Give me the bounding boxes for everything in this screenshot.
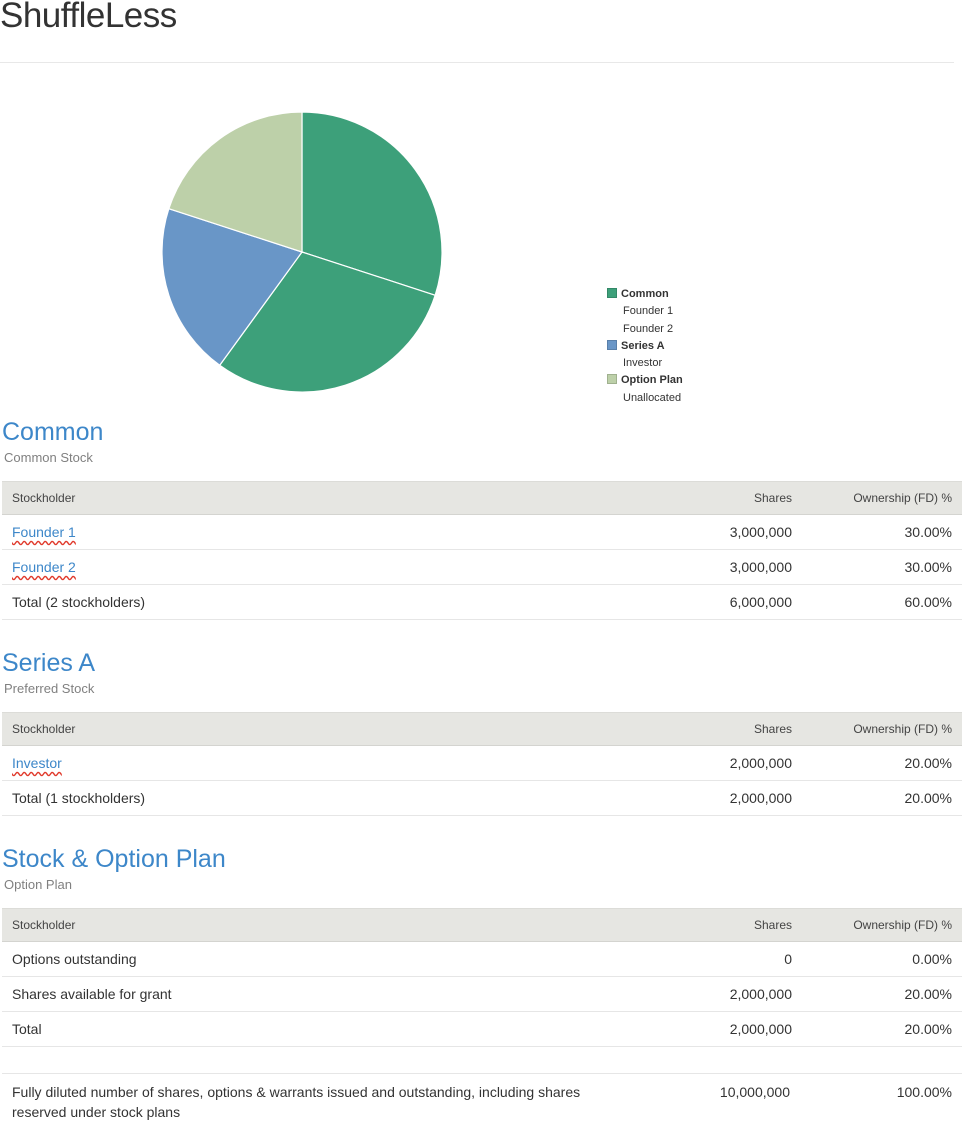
- total-ownership: 20.00%: [802, 780, 962, 816]
- fully-diluted-summary: Fully diluted number of shares, options …: [2, 1073, 962, 1120]
- row-label: Options outstanding: [2, 941, 642, 977]
- series-a-table: Stockholder Shares Ownership (FD) % Inve…: [2, 712, 962, 816]
- chart-legend: Common Founder 1 Founder 2 Series A Investor…: [607, 286, 683, 407]
- total-label: Total (2 stockholders): [2, 584, 642, 620]
- legend-group-common: Common: [607, 286, 683, 303]
- section-title-series-a: Series A: [2, 649, 96, 677]
- column-header-ownership: Ownership (FD) %: [802, 481, 962, 515]
- total-shares: 2,000,000: [642, 1011, 802, 1047]
- column-header-stockholder: Stockholder: [2, 481, 642, 515]
- pie-slice-investor: [161, 207, 303, 367]
- total-ownership: 20.00%: [802, 1011, 962, 1047]
- shares-cell: 2,000,000: [642, 976, 802, 1012]
- stockholder-link-founder-2[interactable]: Founder 2: [12, 559, 76, 575]
- common-table: Stockholder Shares Ownership (FD) % Foun…: [2, 481, 962, 620]
- row-label: Shares available for grant: [2, 976, 642, 1012]
- shares-cell: 0: [642, 941, 802, 977]
- table-row: Founder 1 3,000,000 30.00%: [2, 514, 962, 550]
- total-shares: 6,000,000: [642, 584, 802, 620]
- table-row: Shares available for grant 2,000,000 20.…: [2, 976, 962, 1012]
- legend-group-option-plan: Option Plan: [607, 372, 683, 389]
- stockholder-link-investor[interactable]: Investor: [12, 755, 62, 771]
- table-row: Founder 2 3,000,000 30.00%: [2, 549, 962, 585]
- total-label: Total: [2, 1011, 642, 1047]
- table-total-row: Total (1 stockholders) 2,000,000 20.00%: [2, 780, 962, 816]
- legend-swatch: [607, 288, 617, 298]
- table-row: Options outstanding 0 0.00%: [2, 941, 962, 977]
- column-header-ownership: Ownership (FD) %: [802, 712, 962, 746]
- legend-label: Series A: [621, 339, 665, 352]
- pie-slice-founder-1: [301, 111, 443, 297]
- legend-item-investor: Investor: [623, 357, 663, 370]
- legend-swatch: [607, 374, 617, 385]
- ownership-cell: 30.00%: [802, 549, 962, 585]
- total-ownership: 60.00%: [802, 584, 962, 620]
- section-title-common: Common: [2, 418, 104, 446]
- section-title-option-plan: Stock & Option Plan: [2, 845, 226, 873]
- section-subtitle-series-a: Preferred Stock: [4, 681, 95, 696]
- ownership-pie-chart: [161, 111, 443, 393]
- ownership-cell: 20.00%: [802, 745, 962, 781]
- ownership-cell: 20.00%: [802, 976, 962, 1012]
- table-header-row: Stockholder Shares Ownership (FD) %: [2, 481, 962, 515]
- table-total-row: Total 2,000,000 20.00%: [2, 1011, 962, 1047]
- option-plan-table: Stockholder Shares Ownership (FD) % Opti…: [2, 908, 962, 1047]
- section-subtitle-common: Common Stock: [4, 450, 93, 465]
- app-title: ShuffleLess: [0, 0, 177, 35]
- fully-diluted-label: Fully diluted number of shares, options …: [12, 1084, 581, 1120]
- column-header-shares: Shares: [642, 481, 802, 515]
- ownership-cell: 30.00%: [802, 514, 962, 550]
- stockholder-link-founder-1[interactable]: Founder 1: [12, 524, 76, 540]
- fully-diluted-shares: 10,000,000: [719, 1084, 790, 1100]
- column-header-stockholder: Stockholder: [2, 712, 642, 746]
- legend-swatch: [607, 339, 617, 350]
- legend-label: Common: [621, 288, 669, 300]
- column-header-shares: Shares: [642, 712, 802, 746]
- table-row: Investor 2,000,000 20.00%: [2, 745, 962, 781]
- legend-item-founder-1: Founder 1: [623, 305, 674, 318]
- shares-cell: 3,000,000: [642, 514, 802, 550]
- column-header-stockholder: Stockholder: [2, 908, 642, 942]
- section-subtitle-option-plan: Option Plan: [4, 877, 72, 892]
- pie-slice-unallocated: [168, 111, 303, 253]
- column-header-shares: Shares: [642, 908, 802, 942]
- fully-diluted-ownership: 100.00%: [896, 1084, 952, 1100]
- shares-cell: 2,000,000: [642, 745, 802, 781]
- table-header-row: Stockholder Shares Ownership (FD) %: [2, 908, 962, 942]
- total-shares: 2,000,000: [642, 780, 802, 816]
- total-label: Total (1 stockholders): [2, 780, 642, 816]
- table-header-row: Stockholder Shares Ownership (FD) %: [2, 712, 962, 746]
- legend-label: Option Plan: [621, 374, 683, 387]
- legend-item-unallocated: Unallocated: [623, 391, 682, 404]
- legend-group-series-a: Series A: [607, 338, 683, 355]
- column-header-ownership: Ownership (FD) %: [802, 908, 962, 942]
- legend-item-founder-2: Founder 2: [623, 322, 674, 335]
- title-divider: [0, 62, 954, 63]
- ownership-cell: 0.00%: [802, 941, 962, 977]
- table-total-row: Total (2 stockholders) 6,000,000 60.00%: [2, 584, 962, 620]
- shares-cell: 3,000,000: [642, 549, 802, 585]
- pie-slice-founder-2: [218, 251, 436, 393]
